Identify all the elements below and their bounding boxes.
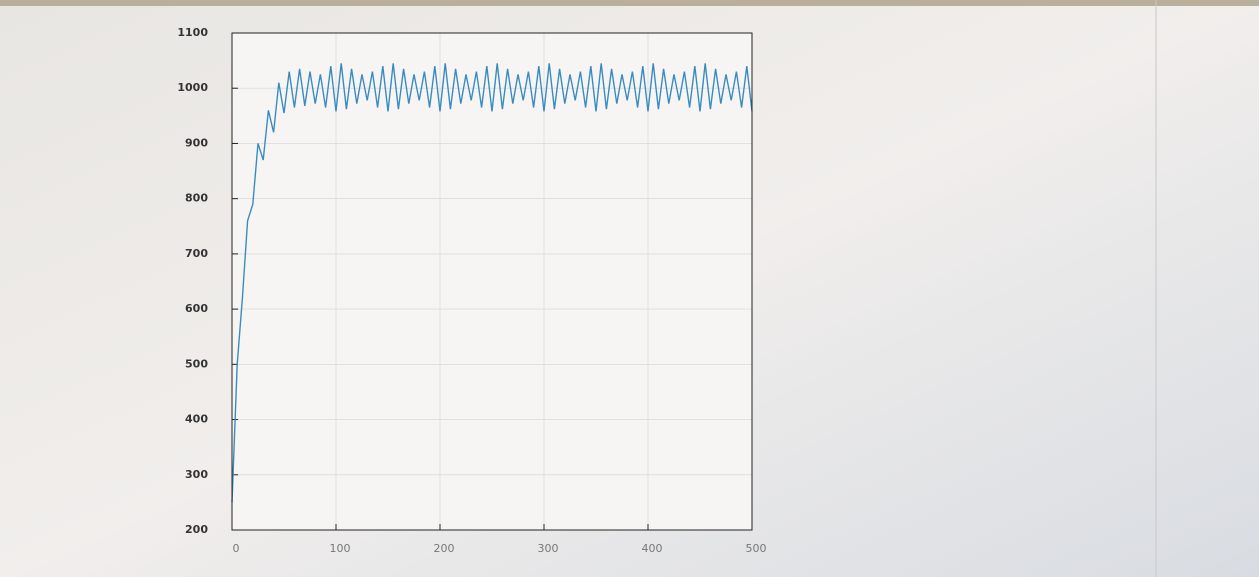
y-tick-label: 500 bbox=[185, 357, 208, 370]
x-tick-label: 300 bbox=[538, 542, 559, 555]
y-tick-label: 900 bbox=[185, 136, 208, 149]
y-tick-label: 200 bbox=[185, 523, 208, 536]
y-tick-label: 400 bbox=[185, 413, 208, 426]
x-tick-label: 100 bbox=[330, 542, 351, 555]
y-tick-label: 600 bbox=[185, 302, 208, 315]
y-tick-label: 800 bbox=[185, 192, 208, 205]
chart: 200 300 400 500 600 700 800 900 1000 1100 0 100 200 3… bbox=[0, 0, 1259, 577]
x-tick-label: 0 bbox=[233, 542, 240, 555]
y-tick-label: 1100 bbox=[177, 26, 208, 39]
y-tick-label: 700 bbox=[185, 247, 208, 260]
x-tick-label: 500 bbox=[746, 542, 767, 555]
screen-edge bbox=[0, 0, 1259, 6]
page: 200 300 400 500 600 700 800 900 1000 1100 0 100 200 3… bbox=[0, 0, 1259, 577]
x-tick-label: 200 bbox=[434, 542, 455, 555]
y-tick-label: 300 bbox=[185, 468, 208, 481]
y-tick-label: 1000 bbox=[177, 81, 208, 94]
x-tick-label: 400 bbox=[642, 542, 663, 555]
